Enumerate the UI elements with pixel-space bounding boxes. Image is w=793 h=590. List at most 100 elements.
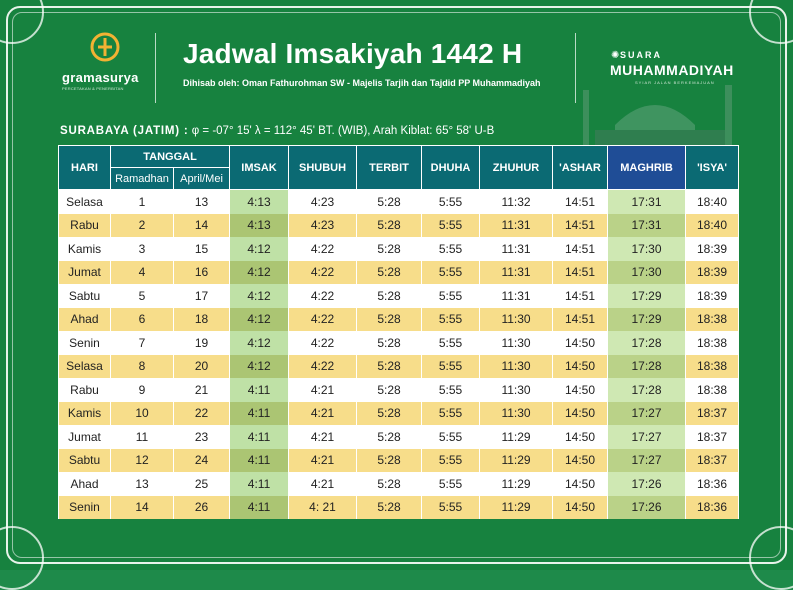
- cell-imsak: 4:11: [229, 401, 290, 425]
- cell-isya: 18:38: [685, 331, 740, 355]
- cell-terbit: 5:28: [356, 448, 423, 472]
- header-dhuha: DHUHA: [421, 145, 481, 190]
- page-subtitle: Dihisab oleh: Oman Fathurohman SW - Maje…: [183, 78, 541, 88]
- cell-ashar: 14:50: [552, 354, 609, 378]
- cell-zhuhur: 11:31: [479, 260, 554, 284]
- cell-imsak: 4:12: [229, 260, 290, 284]
- cell-april: 18: [172, 307, 231, 331]
- cell-ramadhan: 9: [110, 378, 174, 402]
- cell-magh: 17:31: [607, 189, 687, 214]
- cell-hari: Sabtu: [58, 284, 111, 308]
- cell-imsak: 4:13: [229, 189, 290, 214]
- table-row: Ahad 6 18 4:12 4:22 5:28 5:55 11:30 14:51 17:29 18…: [58, 307, 740, 331]
- cell-zhuhur: 11:30: [479, 378, 554, 402]
- cell-isya: 18:36: [685, 472, 740, 496]
- cell-dhuha: 5:55: [421, 495, 481, 519]
- cell-imsak: 4:13: [229, 213, 290, 237]
- cell-april: 20: [172, 354, 231, 378]
- cell-imsak: 4:11: [229, 378, 290, 402]
- cell-hari: Ahad: [58, 307, 111, 331]
- divider: [155, 33, 156, 103]
- cell-shubuh: 4:22: [288, 331, 358, 355]
- cell-ramadhan: 1: [110, 189, 174, 214]
- gramasurya-logo-icon: [90, 32, 120, 62]
- table-row: Rabu 9 21 4:11 4:21 5:28 5:55 11:30 14:50 17:28 18…: [58, 378, 740, 402]
- cell-dhuha: 5:55: [421, 354, 481, 378]
- cell-ashar: 14:51: [552, 213, 609, 237]
- cell-terbit: 5:28: [356, 425, 423, 449]
- cell-imsak: 4:12: [229, 237, 290, 261]
- cell-zhuhur: 11:30: [479, 354, 554, 378]
- cell-shubuh: 4:21: [288, 378, 358, 402]
- cell-shubuh: 4:22: [288, 284, 358, 308]
- cell-ashar: 14:50: [552, 448, 609, 472]
- cell-zhuhur: 11:31: [479, 237, 554, 261]
- cell-dhuha: 5:55: [421, 378, 481, 402]
- cell-ashar: 14:50: [552, 401, 609, 425]
- coordinates: φ = -07° 15' λ = 112° 45' BT. (WIB), Ara…: [191, 125, 495, 137]
- cell-isya: 18:37: [685, 448, 740, 472]
- corner-ornament: [0, 526, 44, 590]
- cell-isya: 18:37: [685, 401, 740, 425]
- cell-isya: 18:40: [685, 213, 740, 237]
- cell-ashar: 14:50: [552, 425, 609, 449]
- cell-isya: 18:38: [685, 378, 740, 402]
- cell-ashar: 14:50: [552, 472, 609, 496]
- cell-ramadhan: 13: [110, 472, 174, 496]
- cell-hari: Rabu: [58, 378, 111, 402]
- cell-isya: 18:36: [685, 495, 740, 519]
- header-ramadhan: Ramadhan: [110, 167, 174, 190]
- cell-magh: 17:26: [607, 495, 687, 519]
- cell-dhuha: 5:55: [421, 425, 481, 449]
- table-row: Sabtu 5 17 4:12 4:22 5:28 5:55 11:31 14:51 17:29 1…: [58, 284, 740, 308]
- header-maghrib: MAGHRIB: [607, 145, 687, 190]
- cell-dhuha: 5:55: [421, 213, 481, 237]
- cell-ashar: 14:51: [552, 307, 609, 331]
- brand-tagline: PERCETAKAN & PENERBITAN: [62, 86, 124, 91]
- cell-shubuh: 4:21: [288, 448, 358, 472]
- cell-magh: 17:28: [607, 378, 687, 402]
- partner-top: SUARA: [620, 50, 663, 60]
- cell-magh: 17:29: [607, 284, 687, 308]
- cell-hari: Senin: [58, 495, 111, 519]
- cell-ramadhan: 2: [110, 213, 174, 237]
- cell-april: 22: [172, 401, 231, 425]
- star-icon: ✺: [611, 50, 620, 61]
- cell-shubuh: 4:23: [288, 189, 358, 214]
- header-zhuhur: ZHUHUR: [479, 145, 554, 190]
- table-row: Jumat 4 16 4:12 4:22 5:28 5:55 11:31 14:51 17:30 1…: [58, 260, 740, 284]
- cell-imsak: 4:11: [229, 472, 290, 496]
- cell-magh: 17:27: [607, 448, 687, 472]
- cell-magh: 17:30: [607, 260, 687, 284]
- cell-dhuha: 5:55: [421, 448, 481, 472]
- cell-isya: 18:39: [685, 284, 740, 308]
- cell-zhuhur: 11:32: [479, 189, 554, 214]
- table-row: Senin 7 19 4:12 4:22 5:28 5:55 11:30 14:50 17:28 1…: [58, 331, 740, 355]
- cell-april: 13: [172, 189, 231, 214]
- header-isya: 'ISYA': [685, 145, 740, 190]
- header-tanggal: TANGGAL: [109, 145, 231, 168]
- cell-hari: Rabu: [58, 213, 111, 237]
- cell-isya: 18:39: [685, 260, 740, 284]
- cell-isya: 18:38: [685, 307, 740, 331]
- cell-dhuha: 5:55: [421, 189, 481, 214]
- cell-ashar: 14:50: [552, 331, 609, 355]
- cell-zhuhur: 11:31: [479, 213, 554, 237]
- cell-terbit: 5:28: [356, 213, 423, 237]
- cell-april: 17: [172, 284, 231, 308]
- cell-shubuh: 4:22: [288, 354, 358, 378]
- city-label: SURABAYA (JATIM) :: [60, 125, 189, 137]
- cell-terbit: 5:28: [356, 472, 423, 496]
- cell-april: 16: [172, 260, 231, 284]
- cell-terbit: 5:28: [356, 331, 423, 355]
- cell-hari: Senin: [58, 331, 111, 355]
- cell-magh: 17:27: [607, 401, 687, 425]
- cell-terbit: 5:28: [356, 307, 423, 331]
- cell-shubuh: 4:21: [288, 425, 358, 449]
- divider: [575, 33, 576, 103]
- cell-april: 23: [172, 425, 231, 449]
- cell-isya: 18:38: [685, 354, 740, 378]
- cell-hari: Ahad: [58, 472, 111, 496]
- corner-ornament: [749, 0, 793, 44]
- partner-tagline: SYIAR JALAN BERKEMAJUAN: [635, 80, 715, 85]
